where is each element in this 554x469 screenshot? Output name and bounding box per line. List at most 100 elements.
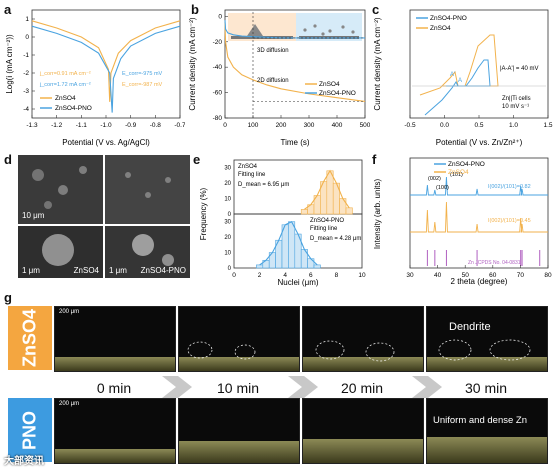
chart-b-ylabel: Current density (mA cm⁻²) bbox=[188, 17, 197, 110]
chart-e-ytick-label: 30 bbox=[224, 166, 231, 172]
chart-f-ylabel: Intensity (arb. units) bbox=[373, 179, 382, 250]
chart-b-ytick-label: -20 bbox=[213, 39, 223, 46]
panel-label-g: g bbox=[4, 290, 12, 305]
chart-e-xtick-label: 4 bbox=[283, 272, 287, 279]
chart-a-xtick-label: -0.8 bbox=[150, 122, 162, 129]
panel-label-e: e bbox=[193, 152, 201, 167]
chart-b: 0 100 200 300 400 500 0 -20 -40 -60 -80 3D diffusi… bbox=[188, 9, 370, 147]
optical-znso4-10 bbox=[178, 306, 300, 372]
chart-b-xtick-label: 0 bbox=[223, 122, 227, 129]
optical-scale-1: 200 μm bbox=[59, 309, 80, 315]
chart-a-xtick-label: -1.3 bbox=[26, 122, 38, 129]
optical-znso4-20 bbox=[302, 306, 424, 372]
arrow-right-icon-2 bbox=[288, 376, 318, 398]
chart-b-xtick-label: 200 bbox=[276, 122, 287, 129]
sem-pno-low bbox=[105, 155, 190, 224]
chart-e: 0 10 20 30 0 10 20 30 0 2 4 6 8 10 ZnSO4 Fitting line… bbox=[199, 159, 366, 287]
chart-e-legend-2: Fitting line bbox=[238, 172, 266, 178]
chart-f-xlabel: 2 theta (degree) bbox=[451, 277, 508, 286]
optical-znso4-0: 200 μm bbox=[54, 306, 176, 372]
optical-scale-2: 200 μm bbox=[59, 401, 80, 407]
chart-e-ylabel: Frequency (%) bbox=[199, 187, 208, 240]
chart-a-ytick-label: 0 bbox=[25, 34, 29, 41]
chart-a-ecorr-1: E_corr=-975 mV bbox=[122, 71, 163, 77]
chart-b-xlabel: Time (s) bbox=[280, 138, 309, 147]
dendrite-label: Dendrite bbox=[449, 321, 491, 333]
chart-e-ytick-label: 0 bbox=[228, 266, 232, 272]
chart-a-ytick-label: -1 bbox=[23, 52, 29, 59]
chart-c-xtick-label: -0.5 bbox=[404, 122, 416, 129]
chart-c-xtick-label: 1.5 bbox=[543, 122, 552, 129]
chart-b-legend-1: ZnSO4 bbox=[319, 81, 340, 88]
chart-b-ytick-label: -60 bbox=[213, 90, 223, 97]
chart-a-ylabel: Log(i (mA cm⁻²)) bbox=[5, 34, 14, 94]
chart-b-xtick-label: 400 bbox=[332, 122, 343, 129]
chart-a-ecorr-2: E_corr=-987 mV bbox=[122, 82, 163, 88]
sem-scale-2: 1 μm bbox=[22, 266, 40, 275]
chart-a: -1.3 -1.2 -1.1 -1.0 -0.9 -0.8 -0.7 1 0 -1 -2 -3 -4 L… bbox=[5, 9, 185, 147]
chart-b-3d-label: 3D diffusion bbox=[257, 48, 289, 54]
chart-b-legend-2: ZnSO4-PNO bbox=[319, 90, 356, 97]
chart-f-ratio-2: I(002)/(101)=0.45 bbox=[488, 218, 531, 224]
chart-b-xtick-label: 300 bbox=[304, 122, 315, 129]
chart-c-legend-2: ZnSO4 bbox=[430, 25, 451, 32]
arrow-right-icon-3 bbox=[412, 376, 442, 398]
chart-f-series-0 bbox=[410, 176, 548, 196]
sem-scale-3: 1 μm bbox=[109, 266, 127, 275]
chart-b-inset-ion bbox=[303, 28, 307, 32]
chart-f: 30 40 50 60 70 80 (002) (100) (101) I(002)/(1… bbox=[373, 157, 552, 286]
chart-e-xtick-label: 2 bbox=[258, 272, 262, 279]
chart-e-ytick-label: 30 bbox=[224, 220, 231, 226]
chart-e-legend-4: Fitting line bbox=[310, 226, 338, 232]
chart-e-xtick-label: 6 bbox=[309, 272, 313, 279]
chart-f-xtick-label: 80 bbox=[544, 272, 552, 279]
chart-a-ytick-label: -3 bbox=[23, 88, 29, 95]
chart-a-xtick-label: -1.2 bbox=[51, 122, 63, 129]
chart-b-inset-ion bbox=[313, 24, 317, 28]
panel-label-c: c bbox=[372, 2, 380, 17]
chart-f-series-1 bbox=[410, 201, 548, 233]
chart-b-inset-ion bbox=[321, 32, 325, 36]
chart-e-ytick-label: 20 bbox=[224, 181, 231, 187]
chart-e-xlabel: Nuclei (μm) bbox=[277, 278, 318, 287]
chart-e-xtick-label: 8 bbox=[335, 272, 339, 279]
chart-e-legend-3: ZnSO4-PNO bbox=[310, 218, 344, 224]
chart-b-ytick-label: -80 bbox=[213, 115, 223, 122]
chart-f-002: (002) bbox=[428, 176, 441, 182]
chart-b-2d-label: 2D diffusion bbox=[257, 78, 289, 84]
chart-b-inset-pile bbox=[247, 24, 263, 36]
chart-a-xlabel: Potential (V vs. Ag/AgCl) bbox=[62, 138, 150, 147]
chart-a-ytick-label: -4 bbox=[23, 106, 29, 113]
time-20: 20 min bbox=[340, 380, 384, 396]
chart-f-100: (100) bbox=[436, 185, 449, 191]
panel-label-b: b bbox=[191, 2, 199, 17]
optical-znso4-30: Dendrite bbox=[426, 306, 548, 372]
arrow-right-icon-1 bbox=[162, 376, 192, 398]
chart-a-jcorr-1: j_corr=0.91 mA cm⁻² bbox=[39, 71, 91, 77]
chart-e-fit-0 bbox=[304, 169, 350, 210]
chart-a-series-1 bbox=[31, 25, 181, 113]
time-0: 0 min bbox=[96, 380, 132, 396]
panel-label-d: d bbox=[4, 152, 12, 167]
chart-b-xtick-label: 500 bbox=[360, 122, 370, 129]
optical-pno-20 bbox=[302, 398, 424, 464]
chart-b-inset-ion bbox=[328, 29, 332, 33]
chart-c-Aprime: A' bbox=[450, 72, 455, 78]
chart-c-ylabel: Current density (mA cm⁻²) bbox=[373, 17, 382, 110]
optical-pno-10 bbox=[178, 398, 300, 464]
chart-c-A: A bbox=[458, 78, 462, 84]
chart-c-rate: 10 mV s⁻¹ bbox=[502, 104, 529, 110]
chart-a-legend-label-2: ZnSO4-PNO bbox=[55, 105, 92, 112]
chart-a-ytick-label: -2 bbox=[23, 70, 29, 77]
chart-a-xtick-label: -1.1 bbox=[76, 122, 88, 129]
sem-overlay bbox=[32, 166, 174, 266]
chart-c-legend-1: ZnSO4-PNO bbox=[430, 15, 467, 22]
chart-e-bar-1 bbox=[313, 264, 321, 269]
chart-b-series-0 bbox=[224, 22, 366, 103]
chart-e-ytick-label: 10 bbox=[224, 251, 231, 257]
sem-label-pno: ZnSO4-PNO bbox=[140, 266, 186, 275]
chart-e-ytick-label: 0 bbox=[228, 212, 232, 218]
chart-f-xtick-label: 30 bbox=[406, 272, 414, 279]
chart-a-xtick-label: -1.0 bbox=[100, 122, 112, 129]
